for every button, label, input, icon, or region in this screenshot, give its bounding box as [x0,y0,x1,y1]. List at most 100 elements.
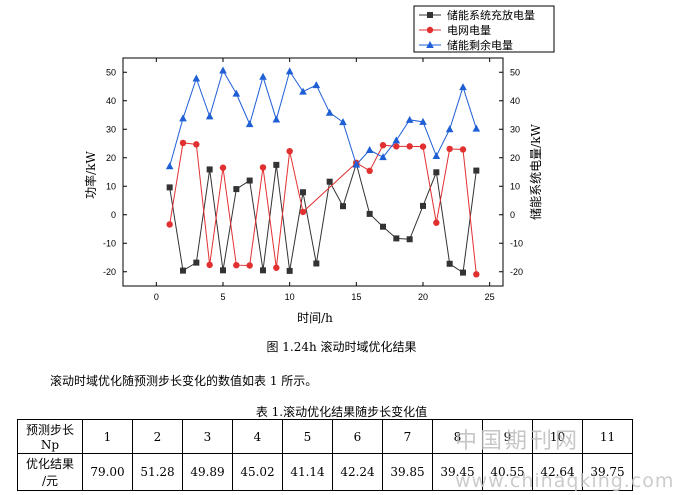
data-point-square [313,260,320,267]
data-point-square [326,178,333,185]
result-cell: 79.00 [82,453,133,491]
data-point-square [220,267,226,274]
y-tick-label-left: -10 [103,238,116,248]
data-point-circle [419,143,427,150]
data-point-circle [433,219,440,226]
table-row-steps: 预测步长 Np 1 2 3 4 5 6 7 8 9 10 11 [17,419,633,454]
data-point-circle [179,139,187,147]
x-axis-label: 时间/h [297,311,333,325]
data-point-circle [473,271,480,278]
data-point-circle [426,26,434,34]
data-point-square [206,166,213,173]
plot-area-border [122,57,504,287]
data-point-circle [166,221,173,228]
result-cell: 42.24 [332,453,383,491]
data-point-triangle [405,115,414,123]
result-cell: 49.89 [182,453,233,491]
data-point-triangle [232,89,241,97]
data-point-square [427,12,433,18]
data-point-triangle [205,112,214,120]
legend-label: 储能剩余电量 [447,38,513,52]
series-line [169,69,477,167]
x-tick-label: 5 [220,292,225,302]
data-point-circle [379,142,387,149]
y-tick-label-right: 0 [510,210,515,220]
data-point-square [366,210,373,217]
data-point-circle [246,262,253,269]
data-point-circle [299,208,307,216]
legend-box [413,5,555,53]
data-point-triangle [392,136,401,144]
row-header-results-line1: 优化结果 [25,457,74,471]
data-point-triangle [339,118,347,126]
y-tick-label-right: 20 [510,153,520,163]
data-point-triangle [419,117,427,125]
y-tick-label-left: 10 [106,181,116,191]
step-cell: 4 [232,419,283,454]
y-tick-label-right: 50 [510,67,520,77]
data-point-triangle [285,67,294,75]
y-tick-label-right: 40 [510,96,520,106]
data-point-square [460,269,466,276]
result-cell: 39.45 [432,453,483,491]
results-table: 预测步长 Np 1 2 3 4 5 6 7 8 9 10 11 优化结果 /元 … [17,419,633,491]
data-point-circle [459,146,467,153]
step-cell: 10 [532,419,583,454]
y-axis-label-right: 储能系统电量/kW [528,124,543,220]
step-cell: 7 [382,419,433,454]
y-tick-label-left: 20 [106,153,116,163]
data-point-square [420,202,426,209]
x-tick-label: 20 [418,292,428,302]
row-header-steps-line2: Np [40,438,60,452]
data-point-triangle [259,72,267,80]
series-line [169,161,477,274]
y-tick-label-right: -10 [510,238,523,248]
data-point-square [166,184,173,191]
y-tick-label-left: 30 [106,124,116,134]
series-3 [165,66,481,170]
data-point-triangle [472,124,481,132]
series-line [169,142,477,275]
data-point-square [340,203,346,210]
x-tick-label: 10 [285,292,295,302]
data-point-square [273,161,280,168]
result-cell: 42.64 [532,453,583,491]
data-point-triangle [312,81,321,89]
plot-frame [122,57,504,287]
step-cell: 8 [432,419,483,454]
data-point-square [260,267,266,274]
data-point-triangle [432,152,441,160]
data-point-circle [366,167,373,175]
data-point-circle [219,164,227,171]
row-header-results: 优化结果 /元 [17,453,83,491]
data-point-triangle [165,162,174,170]
result-cell: 51.28 [132,453,183,491]
data-point-circle [273,264,280,271]
data-point-circle [206,261,213,269]
data-point-circle [406,143,413,150]
data-point-circle [393,143,400,150]
result-cell: 39.85 [382,453,433,491]
data-point-square [233,186,240,193]
data-point-triangle [192,74,201,82]
figure-caption: 图 1.24h 滚动时域优化结果 [266,340,417,354]
series-1 [166,160,480,276]
data-point-square [433,169,440,176]
legend-label: 储能系统充放电量 [447,8,535,22]
data-point-triangle [379,153,387,161]
watermark-url: www.chinaqking.com [455,470,675,492]
series-2 [166,139,480,278]
y-tick-label-right: 30 [510,124,520,134]
y-tick-label-left: 50 [106,67,116,77]
data-point-triangle [272,115,281,123]
x-tick-label: 25 [485,292,495,302]
data-point-triangle [365,146,374,154]
data-point-circle [233,261,240,269]
body-paragraph: 滚动时域优化随预测步长变化的数值如表 1 所示。 [50,374,318,388]
data-point-triangle [219,66,227,74]
data-point-triangle [299,87,307,95]
data-point-square [180,267,186,274]
data-point-square [446,260,453,267]
step-cell: 5 [282,419,333,454]
